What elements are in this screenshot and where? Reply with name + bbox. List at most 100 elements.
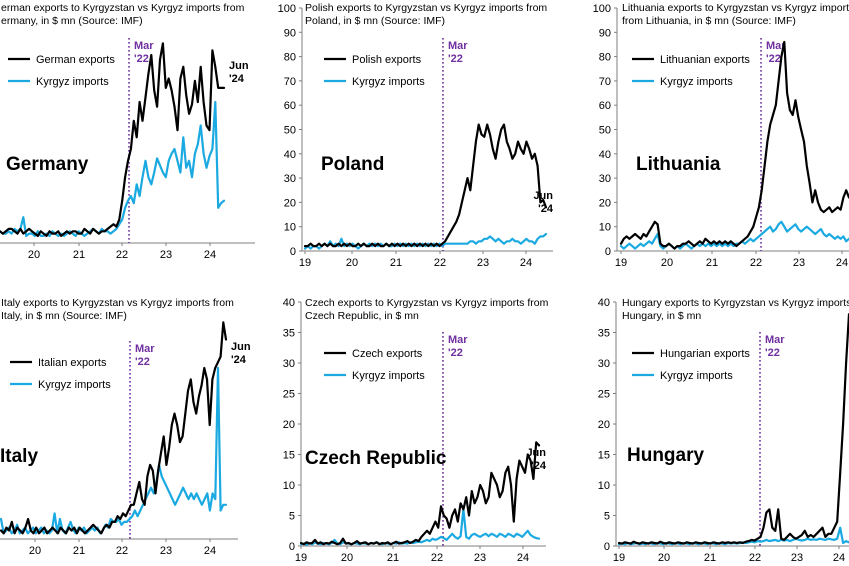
legend-exports-label: Polish exports — [352, 54, 422, 66]
y-tick-label: 5 — [289, 511, 295, 523]
marker-label-month: Mar — [765, 334, 785, 346]
panel-italy: Italy exports to Kyrgyzstan vs Kyrgyz im… — [0, 297, 251, 557]
legend-imports-label: Kyrgyz imports — [352, 76, 425, 88]
x-tick-label: 19 — [299, 257, 311, 269]
y-tick-label: 60 — [284, 100, 296, 112]
x-tick-label: 24 — [836, 257, 848, 269]
exports-series-line — [299, 441, 541, 546]
legend-imports-label: Kyrgyz imports — [36, 76, 109, 88]
exports-series-line — [0, 42, 226, 237]
x-tick-label: 22 — [749, 552, 761, 564]
marker-label-month: Mar — [448, 334, 468, 346]
y-tick-label: 60 — [599, 100, 611, 112]
y-tick-label: 70 — [599, 76, 611, 88]
y-tick-label: 10 — [284, 222, 296, 234]
x-tick-label: 20 — [658, 552, 670, 564]
end-label-year: '24 — [231, 354, 247, 366]
imports-series-line — [0, 100, 226, 237]
y-tick-label: 80 — [599, 52, 611, 64]
marker-label-month: Mar — [134, 40, 154, 52]
country-label: Italy — [0, 446, 38, 467]
x-tick-label: 22 — [116, 545, 128, 557]
marker-label-year: '22 — [134, 53, 149, 65]
legend-imports-label: Kyrgyz imports — [352, 370, 425, 382]
marker-label-year: '22 — [135, 356, 150, 368]
x-tick-label: 21 — [387, 552, 399, 564]
marker-label-year: '22 — [765, 347, 780, 359]
y-tick-label: 20 — [598, 419, 610, 431]
panel-lithuania: Lithuania exports to Kyrgyzstan vs Kyrgy… — [593, 2, 849, 269]
x-tick-label: 23 — [477, 257, 489, 269]
x-tick-label: 21 — [73, 545, 85, 557]
y-tick-label: 35 — [283, 328, 295, 340]
country-label: Lithuania — [636, 154, 721, 175]
legend-imports-label: Kyrgyz imports — [38, 379, 111, 391]
x-tick-label: 21 — [73, 249, 85, 261]
x-tick-label: 20 — [661, 257, 673, 269]
x-tick-label: 22 — [434, 257, 446, 269]
x-tick-label: 19 — [615, 257, 627, 269]
y-tick-label: 0 — [605, 246, 611, 258]
country-label: Germany — [6, 154, 89, 175]
panel-czech-republic: Czech exports to Kyrgyzstan vs Kyrgyz im… — [283, 297, 549, 564]
x-tick-label: 22 — [116, 249, 128, 261]
chart-title-line1: Czech exports to Kyrgyzstan vs Kyrgyz im… — [305, 297, 549, 309]
y-tick-label: 40 — [283, 297, 295, 309]
exports-series-line — [617, 313, 849, 545]
y-tick-label: 40 — [598, 297, 610, 309]
y-tick-label: 0 — [290, 246, 296, 258]
chart-title-line2: Czech Republic, in $ mn — [305, 310, 419, 322]
end-label-month: Jun — [526, 447, 546, 459]
x-tick-label: 20 — [28, 249, 40, 261]
y-tick-label: 90 — [284, 27, 296, 39]
panel-germany: erman exports to Kyrgyzstan vs Kyrgyz im… — [0, 2, 255, 261]
marker-label-month: Mar — [448, 40, 468, 52]
legend-imports-label: Kyrgyz imports — [660, 370, 733, 382]
y-tick-label: 30 — [283, 358, 295, 370]
y-tick-label: 80 — [284, 52, 296, 64]
x-tick-label: 24 — [833, 552, 845, 564]
y-tick-label: 50 — [599, 125, 611, 137]
country-label: Hungary — [627, 445, 705, 466]
end-label-month: Jun — [533, 190, 553, 202]
chart-title-line1: Polish exports to Kyrgyzstan vs Kyrgyz i… — [305, 2, 547, 14]
x-tick-label: 23 — [474, 552, 486, 564]
y-tick-label: 40 — [284, 149, 296, 161]
marker-label-year: '22 — [766, 53, 781, 65]
end-label-year: '24 — [531, 460, 547, 472]
legend-exports-label: Czech exports — [352, 348, 423, 360]
x-tick-label: 20 — [346, 257, 358, 269]
panel-hungary: Hungary exports to Kyrgyzstan vs Kyrgyz … — [598, 297, 849, 564]
x-tick-label: 22 — [750, 257, 762, 269]
legend-exports-label: German exports — [36, 54, 115, 66]
x-tick-label: 24 — [204, 249, 216, 261]
panel-poland: Polish exports to Kyrgyzstan vs Kyrgyz i… — [278, 2, 554, 269]
y-tick-label: 90 — [599, 27, 611, 39]
y-tick-label: 40 — [599, 149, 611, 161]
end-label-year: '24 — [538, 203, 554, 215]
x-tick-label: 21 — [390, 257, 402, 269]
y-tick-label: 0 — [604, 541, 610, 553]
y-tick-label: 25 — [598, 389, 610, 401]
y-tick-label: 30 — [599, 173, 611, 185]
chart-title-line2: Italy, in $ mn (Source: IMF) — [1, 310, 127, 322]
marker-label-year: '22 — [448, 347, 463, 359]
x-tick-label: 19 — [295, 552, 307, 564]
exports-series-line — [0, 321, 228, 535]
y-tick-label: 15 — [283, 450, 295, 462]
chart-title-line2: Poland, in $ mn (Source: IMF) — [305, 15, 445, 27]
end-label-month: Jun — [231, 341, 251, 353]
end-label-year: '24 — [229, 73, 245, 85]
y-tick-label: 10 — [598, 480, 610, 492]
x-tick-label: 23 — [160, 545, 172, 557]
y-tick-label: 30 — [284, 173, 296, 185]
chart-title-line1: erman exports to Kyrgyzstan vs Kyrgyz im… — [1, 2, 245, 14]
exports-series-line — [303, 123, 548, 248]
y-tick-label: 10 — [283, 480, 295, 492]
x-tick-label: 24 — [204, 545, 216, 557]
exports-series-line — [619, 40, 849, 250]
country-label: Czech Republic — [305, 448, 447, 469]
chart-title-line1: Hungary exports to Kyrgyzstan vs Kyrgyz … — [622, 297, 849, 309]
x-tick-label: 20 — [29, 545, 41, 557]
